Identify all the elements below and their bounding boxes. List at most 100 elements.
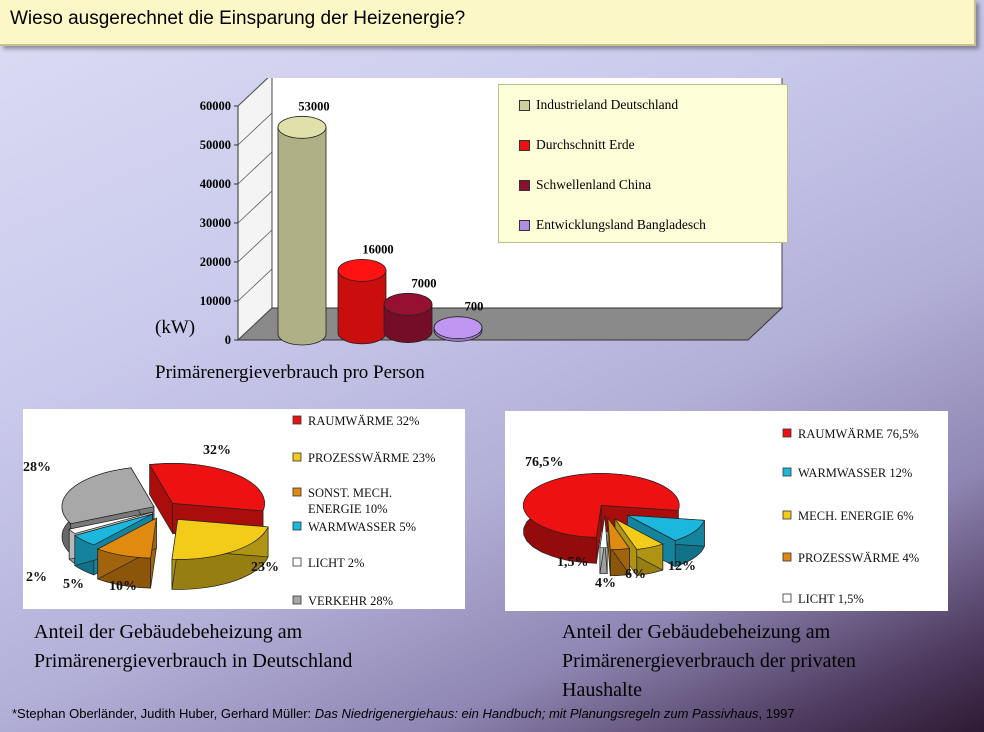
y-grid-diagonal [237,190,273,224]
bar-chart-caption: Primärenergieverbrauch pro Person [155,362,425,383]
pie-chart-1-caption-line-2: Primärenergieverbrauch in Deutschland [34,650,353,672]
pie-legend-label: ENERGIE 10% [308,502,388,516]
bar-chart-ylabel: (kW) [155,317,196,338]
pie-slice-top [599,515,608,549]
pie-legend-swatch [292,415,302,425]
bar-3 [383,292,433,343]
y-tick-label: 20000 [200,255,231,269]
pie-slice-label: 12% [668,559,696,574]
pie-slice-top [61,467,155,525]
legend-swatch [519,180,530,192]
y-grid-diagonal [237,229,273,263]
pie-legend-swatch [292,595,302,605]
y-tick-label: 10000 [200,294,231,308]
pie-slice-label: 10% [109,579,137,594]
pie-slice-4 [607,516,631,577]
pie-slice-2 [171,519,269,590]
pie-chart-haushalte: 76,5% 12% 6% 4% 1,5% RAUMWÄRME 76,5% WARMWASSE… [522,427,919,606]
legend-swatch [519,100,530,112]
pie-slice-label: 5% [63,577,84,592]
pie-slice-top [149,463,265,512]
bar-value-label: 53000 [298,99,329,113]
footnote-book-title: Das Niedrigenergiehaus: ein Handbuch; mi… [314,706,759,721]
pie-slice-top [627,514,705,541]
pie-chart-1-caption-line-1: Anteil der Gebäudebeheizung am [34,621,303,643]
legend-label: Durchschnitt Erde [536,137,635,152]
bar-top [383,292,433,316]
pie-slice-label: 6% [625,567,646,582]
y-tick-label: 0 [225,333,231,347]
bar-value-label: 700 [465,300,484,314]
pie-slice-label: 4% [595,576,616,591]
pie-legend-label: PROZESSWÄRME 4% [798,551,919,565]
pie-slice-label: 1,5% [557,555,589,570]
pie-legend-swatch [782,593,792,603]
pie-legend-swatch [782,428,792,438]
pie-chart-2-panel: 76,5% 12% 6% 4% 1,5% RAUMWÄRME 76,5% WARMWASSE… [505,411,948,611]
pie-chart-2-caption-line-1: Anteil der Gebäudebeheizung am [562,621,831,643]
pie-legend-label: LICHT 1,5% [798,592,864,606]
bar-4 [433,316,483,342]
pie-slice-3 [96,517,157,589]
legend-item: Schwellenland China [519,177,651,193]
pie-slice-label: 76,5% [525,455,564,470]
legend-item: Durchschnitt Erde [519,137,635,153]
bar-top [433,316,483,340]
pie-chart-deutschland: 32% 23% 10% 5% 2% 28% RAUMWÄRME 32% PROZESSWÄRM… [23,414,435,608]
y-grid-diagonal [237,151,273,185]
footnote-authors: *Stephan Oberländer, Judith Huber, Gerha… [12,706,312,721]
footnote: *Stephan Oberländer, Judith Huber, Gerha… [12,706,972,721]
pie-legend-label: VERKEHR 28% [308,594,393,608]
pie-legend-swatch [782,510,792,520]
pie-chart-1-panel: 32% 23% 10% 5% 2% 28% RAUMWÄRME 32% PROZESSWÄRM… [23,409,465,609]
pie-legend-label: MECH. ENERGIE 6% [798,509,914,523]
pie-legend-label: WARMWASSER 5% [308,520,416,534]
legend-item: Entwicklungsland Bangladesch [519,217,706,233]
legend-swatch [519,140,530,152]
pie-slice-label: 23% [251,560,279,575]
y-tick-label: 40000 [200,177,231,191]
legend-swatch [519,220,530,232]
pie-legend-swatch [782,552,792,562]
pie-slice-label: 2% [26,570,47,585]
y-grid-diagonal [237,112,273,146]
footnote-year: , 1997 [758,706,795,721]
pie-slice-top [74,513,153,546]
pie-slice-top [96,517,157,559]
pie-legend-swatch [292,452,302,462]
bar-body [277,126,327,346]
pie-legend-label: LICHT 2% [308,556,364,570]
pie-chart-2-caption-line-2: Primärenergieverbrauch der privaten [562,650,856,672]
y-grid-diagonal [237,78,269,107]
bar-2 [337,258,387,345]
pie-legend-swatch [782,467,792,477]
y-grid-diagonal [237,268,273,302]
pie-legend-swatch [292,487,302,497]
pie-legend-label: RAUMWÄRME 76,5% [798,427,919,441]
pie-slice-1 [149,463,265,542]
y-tick-label: 60000 [200,99,231,113]
legend-label: Industrieland Deutschland [536,97,679,112]
pie-slice-5 [599,515,608,575]
y-tick-label: 50000 [200,138,231,152]
bar-chart-legend: Industrieland Deutschland Durchschnitt Er… [498,84,788,243]
pie-slice-top [607,516,631,551]
bar-value-label: 16000 [362,242,393,256]
pie-slice-top [522,473,680,538]
pie-legend-label: RAUMWÄRME 32% [308,414,419,428]
bar-top [337,258,387,282]
pie-chart-2-caption: Anteil der Gebäudebeheizung am Primärene… [562,618,856,705]
y-grid-diagonal [237,307,273,341]
pie-legend-label: SONST. MECH. [308,486,392,500]
pie-legend-swatch [292,557,302,567]
legend-label: Entwicklungsland Bangladesch [536,217,706,232]
pie-slice-top [614,518,664,550]
legend-item: Industrieland Deutschland [519,97,678,113]
pie-legend-label: WARMWASSER 12% [798,466,912,480]
pie-legend-label: PROZESSWÄRME 23% [308,451,435,465]
pie-chart-1-caption: Anteil der Gebäudebeheizung am Primärene… [34,618,352,676]
pie-slice-label: 28% [23,460,51,475]
y-tick-label: 30000 [200,216,231,230]
legend-label: Schwellenland China [536,177,652,192]
bar-1 [277,115,327,346]
